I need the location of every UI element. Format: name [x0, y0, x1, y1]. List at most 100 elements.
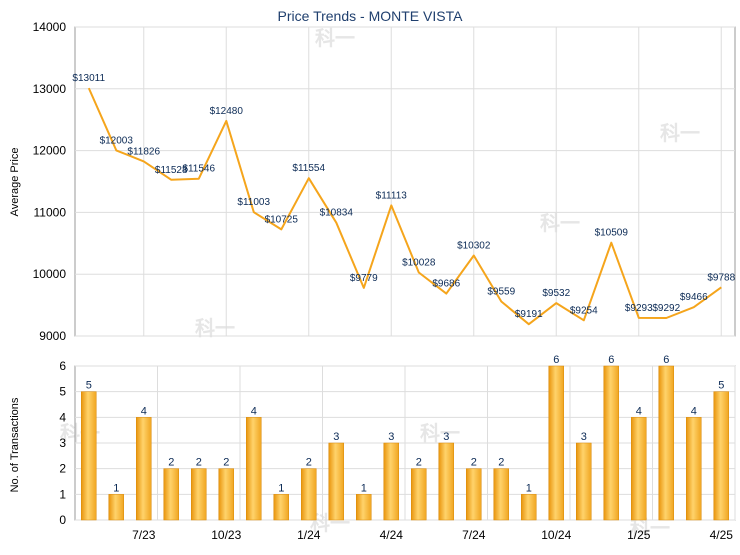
transactions-bar-label: 1	[278, 482, 284, 494]
price-data-label: $10509	[595, 228, 629, 239]
price-plot-frame	[74, 26, 736, 337]
transactions-bar	[136, 417, 152, 521]
transactions-bar-label: 2	[168, 457, 174, 469]
transactions-bar	[493, 468, 509, 521]
price-data-label: $9292	[652, 303, 680, 314]
transactions-bar-label: 6	[608, 354, 614, 366]
x-axis-tick: 10/24	[541, 528, 571, 542]
transactions-y-tick: 2	[59, 462, 66, 476]
price-data-label: $12003	[100, 135, 134, 146]
transactions-bar	[356, 494, 372, 521]
transactions-y-tick: 6	[59, 359, 66, 373]
transactions-bar	[328, 442, 344, 521]
price-data-label: $9559	[487, 286, 515, 297]
transactions-bar-label: 2	[471, 457, 477, 469]
transactions-y-tick: 1	[59, 487, 66, 501]
transactions-panel: 0 1 2 3 4 5 6 5 1 4 2 2 2 4 1 2 3 1 3 2 3 2 2 1 6 3 6 4 6 4 5 7/23 10/23…	[59, 354, 736, 542]
transactions-bar	[658, 365, 674, 521]
transactions-bar-label: 3	[443, 431, 449, 443]
transactions-bar-label: 2	[498, 457, 504, 469]
transactions-bar	[273, 494, 289, 521]
transactions-bar	[713, 391, 729, 521]
transactions-bar	[438, 442, 454, 521]
transactions-bar	[686, 417, 702, 521]
x-axis-tick: 4/24	[380, 528, 404, 542]
transactions-y-tick: 3	[59, 436, 66, 450]
transactions-bar	[218, 468, 234, 521]
price-data-label: $11003	[237, 197, 270, 208]
transactions-bar-label: 1	[361, 482, 367, 494]
chart-title: Price Trends - MONTE VISTA	[278, 8, 464, 24]
price-series-line	[87, 87, 722, 326]
transactions-bar-label: 3	[581, 431, 587, 443]
transactions-bar	[191, 468, 207, 521]
x-axis-tick: 4/25	[710, 528, 734, 542]
transactions-bar	[548, 365, 564, 521]
x-axis-tick: 7/24	[462, 528, 486, 542]
transactions-bar	[163, 468, 179, 521]
price-data-label: $9779	[350, 273, 378, 284]
transactions-bar	[246, 417, 262, 521]
price-y-tick: 11000	[34, 205, 67, 219]
price-y-tick: 9000	[39, 329, 66, 343]
watermark-text: 科一	[540, 211, 580, 235]
price-data-label: $10834	[320, 208, 354, 219]
watermark-text: 科一	[660, 121, 700, 145]
transactions-bar-label: 2	[416, 457, 422, 469]
price-y-axis-label: Average Price	[9, 148, 21, 217]
price-panel: 9000 10000 11000 12000 13000 14000 $13011 $1200…	[33, 20, 736, 343]
price-data-label: $9788	[707, 272, 735, 283]
transactions-bar	[81, 391, 97, 521]
transactions-bar-label: 3	[388, 431, 394, 443]
price-data-label: $12480	[210, 106, 244, 117]
watermark-text: 科一	[315, 26, 355, 50]
transactions-bar-label: 2	[306, 457, 312, 469]
transactions-bar-label: 5	[718, 380, 724, 392]
price-data-label: $10725	[265, 214, 299, 225]
price-y-tick: 10000	[33, 267, 67, 281]
transactions-bar-label: 4	[691, 405, 697, 417]
transactions-bar-label: 6	[553, 354, 559, 366]
x-axis-tick: 1/24	[297, 528, 321, 542]
transactions-bar	[383, 442, 399, 521]
price-data-label: $11528	[155, 165, 188, 176]
price-data-label: $11546	[182, 164, 215, 175]
price-data-label: $11826	[127, 146, 160, 157]
transactions-bar	[466, 468, 482, 521]
price-data-label: $9293	[625, 303, 653, 314]
transactions-bar-label: 4	[251, 405, 257, 417]
transactions-bar-label: 2	[196, 457, 202, 469]
transactions-y-tick: 5	[59, 385, 66, 399]
x-axis-tick: 10/23	[211, 528, 241, 542]
transactions-bar	[521, 494, 537, 521]
transactions-bar-label: 1	[113, 482, 119, 494]
transactions-bar	[576, 442, 592, 521]
transactions-bar-label: 4	[636, 405, 642, 417]
price-data-label: $9254	[570, 305, 598, 316]
transactions-bar	[603, 365, 619, 521]
price-data-label: $9466	[680, 292, 708, 303]
transactions-y-axis-label: No. of Transactions	[9, 397, 21, 492]
transactions-bar	[301, 468, 317, 521]
price-data-label: $10028	[402, 257, 436, 268]
price-y-tick: 13000	[33, 82, 67, 96]
transactions-y-tick: 4	[59, 410, 66, 424]
transactions-bar	[631, 417, 647, 521]
price-data-label: $11554	[292, 163, 325, 174]
transactions-bar	[108, 494, 124, 521]
transactions-bar-label: 5	[86, 380, 92, 392]
price-y-tick: 14000	[33, 20, 67, 34]
price-data-label: $11113	[376, 190, 408, 201]
transactions-bar-label: 4	[141, 405, 147, 417]
price-y-tick: 12000	[33, 144, 67, 158]
transactions-bar-label: 1	[526, 482, 532, 494]
transactions-bar-label: 6	[663, 354, 669, 366]
transactions-bar-label: 3	[333, 431, 339, 443]
transactions-bar-label: 2	[223, 457, 229, 469]
price-data-label: $9686	[432, 279, 460, 290]
price-data-label: $9191	[515, 309, 543, 320]
x-axis-tick: 1/25	[627, 528, 651, 542]
